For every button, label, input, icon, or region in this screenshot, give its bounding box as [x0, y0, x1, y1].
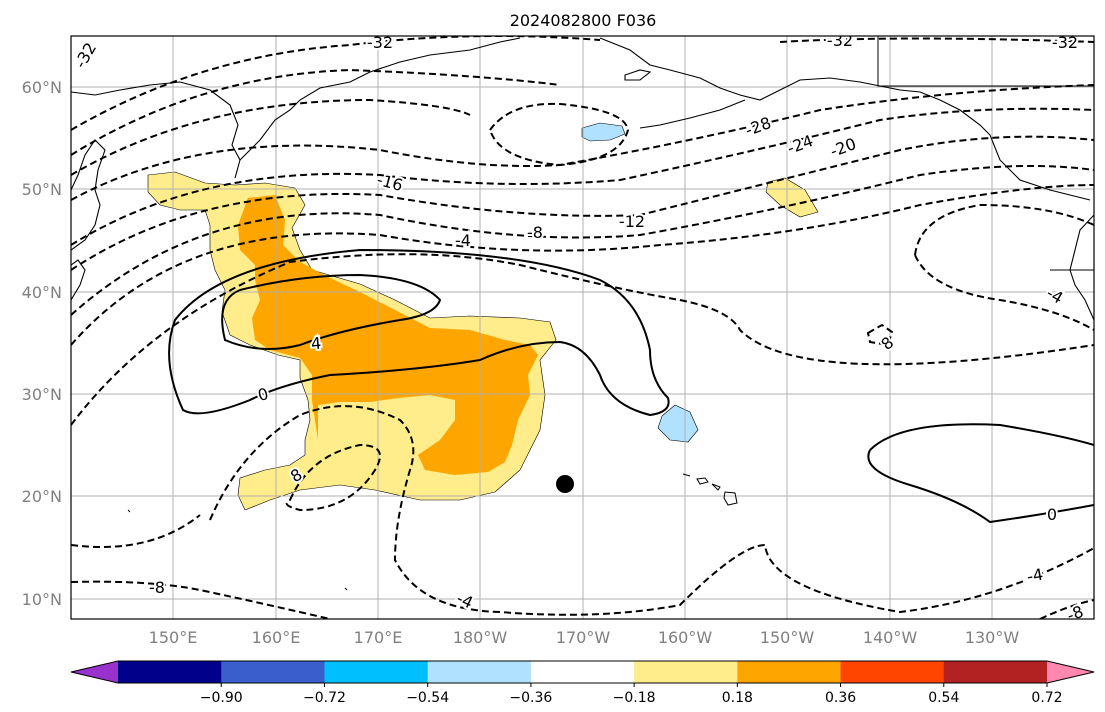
- lon-label: 150°E: [149, 628, 198, 647]
- lon-label: 150°W: [760, 628, 815, 647]
- colorbar-extend-low: [71, 661, 118, 683]
- colorbar-segment: [634, 661, 738, 683]
- lat-label: 20°N: [22, 487, 62, 506]
- colorbar-segment: [324, 661, 429, 683]
- map-frame: [70, 35, 1095, 620]
- anomaly-fill-orange: [238, 195, 538, 475]
- contour-label: -32: [827, 31, 853, 50]
- colorbar-segment: [530, 661, 635, 683]
- colorbar: −0.90 −0.72 −0.54 −0.36 −0.18 0.18 0.36 0.54 0.7…: [70, 660, 1095, 706]
- lon-label: 170°E: [354, 628, 403, 647]
- lat-label: 10°N: [22, 590, 62, 609]
- lon-label: 170°W: [556, 628, 611, 647]
- colorbar-segment: [943, 661, 1048, 683]
- contour-label: -8: [527, 223, 543, 242]
- colorbar-tick-label: 0.18: [722, 690, 753, 706]
- contours-negative: [71, 36, 1094, 619]
- anomaly-fill-blue: [581, 122, 699, 443]
- longitude-labels: 150°E 160°E 170°E 180°W 170°W 160°W 150°…: [149, 628, 1020, 647]
- borders: [877, 36, 1094, 271]
- colorbar-segment: [118, 661, 222, 683]
- colorbar-segment: [221, 661, 325, 683]
- contour-label: -32: [367, 33, 393, 52]
- lon-label: 180°W: [453, 628, 508, 647]
- storm-position-marker: [556, 475, 574, 493]
- map-area: -32 -32 -32 -32-28-24 -20-16-12-8-40488-4-4-…: [71, 31, 1094, 619]
- coastlines: [71, 37, 1094, 321]
- lat-label: 60°N: [22, 78, 62, 97]
- contour-label: -4: [455, 231, 471, 250]
- colorbar-extend-high: [1047, 661, 1094, 683]
- colorbar-tick-label: 0.36: [825, 690, 856, 706]
- contours-positive: [168, 248, 1094, 524]
- lon-label: 140°W: [863, 628, 918, 647]
- colorbar-tick-label: 0.54: [928, 690, 959, 706]
- colorbar-tick-label: −0.18: [613, 690, 656, 706]
- lat-label: 30°N: [22, 385, 62, 404]
- lon-label: 130°W: [965, 628, 1020, 647]
- contour-label: -32: [1052, 33, 1078, 52]
- hawaii-islands: [127, 473, 738, 591]
- colorbar-tick-label: −0.54: [406, 690, 449, 706]
- contour-label: -12: [619, 212, 645, 231]
- lon-label: 160°W: [658, 628, 713, 647]
- colorbar-tick-label: 0.72: [1031, 690, 1062, 706]
- map-title: 2024082800 F036: [510, 11, 657, 30]
- colorbar-outline: [70, 660, 1095, 684]
- colorbar-segment: [737, 661, 842, 683]
- colorbar-segment: [840, 661, 945, 683]
- colorbar-tick-label: −0.72: [303, 690, 346, 706]
- lat-label: 50°N: [22, 180, 62, 199]
- contour-label: -4: [1026, 565, 1045, 586]
- lon-label: 160°E: [252, 628, 301, 647]
- contour-label: -8: [149, 578, 165, 597]
- lat-label: 40°N: [22, 283, 62, 302]
- colorbar-tick-label: −0.36: [509, 690, 552, 706]
- latitude-labels: 10°N 20°N 30°N 40°N 50°N 60°N: [22, 78, 62, 609]
- colorbar-segment: [427, 661, 532, 683]
- contour-label: 4: [310, 334, 322, 354]
- contour-label: 0: [1047, 505, 1057, 524]
- colorbar-tick-label: −0.90: [200, 690, 243, 706]
